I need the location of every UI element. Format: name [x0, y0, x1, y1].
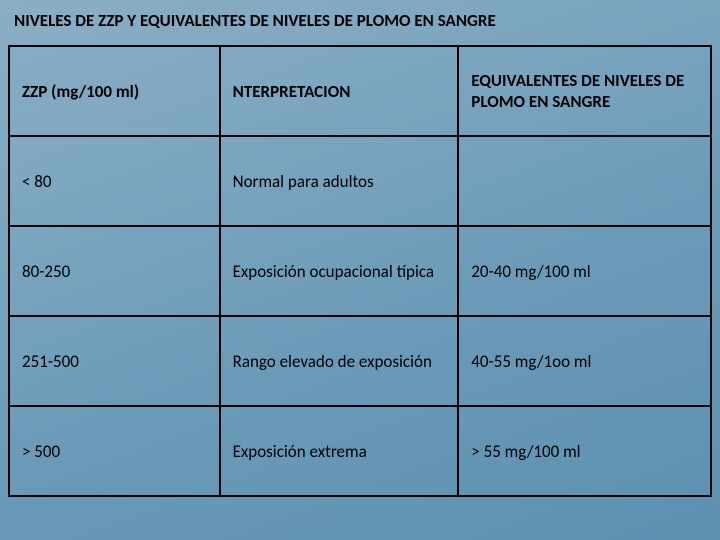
cell-equivalents: [458, 136, 711, 226]
cell-interpretation: Exposición ocupacional típica: [220, 226, 459, 316]
header-cell-equivalents: EQUIVALENTES DE NIVELES DE PLOMO EN SANG…: [458, 46, 711, 136]
cell-interpretation: Normal para adultos: [220, 136, 459, 226]
table-row: > 500 Exposición extrema > 55 mg/100 ml: [9, 406, 711, 496]
cell-zzp: < 80: [9, 136, 220, 226]
page-title: NIVELES DE ZZP Y EQUIVALENTES DE NIVELES…: [0, 0, 720, 37]
table-row: < 80 Normal para adultos: [9, 136, 711, 226]
table-row: 80-250 Exposición ocupacional típica 20-…: [9, 226, 711, 316]
table-header-row: ZZP (mg/100 ml) NTERPRETACION EQUIVALENT…: [9, 46, 711, 136]
cell-interpretation: Exposición extrema: [220, 406, 459, 496]
cell-interpretation: Rango elevado de exposición: [220, 316, 459, 406]
header-cell-interpretation: NTERPRETACION: [220, 46, 459, 136]
header-cell-zzp: ZZP (mg/100 ml): [9, 46, 220, 136]
cell-zzp: 80-250: [9, 226, 220, 316]
cell-zzp: > 500: [9, 406, 220, 496]
zzp-table: ZZP (mg/100 ml) NTERPRETACION EQUIVALENT…: [8, 45, 712, 497]
cell-equivalents: 20-40 mg/100 ml: [458, 226, 711, 316]
cell-zzp: 251-500: [9, 316, 220, 406]
table-row: 251-500 Rango elevado de exposición 40-5…: [9, 316, 711, 406]
cell-equivalents: 40-55 mg/1oo ml: [458, 316, 711, 406]
cell-equivalents: > 55 mg/100 ml: [458, 406, 711, 496]
